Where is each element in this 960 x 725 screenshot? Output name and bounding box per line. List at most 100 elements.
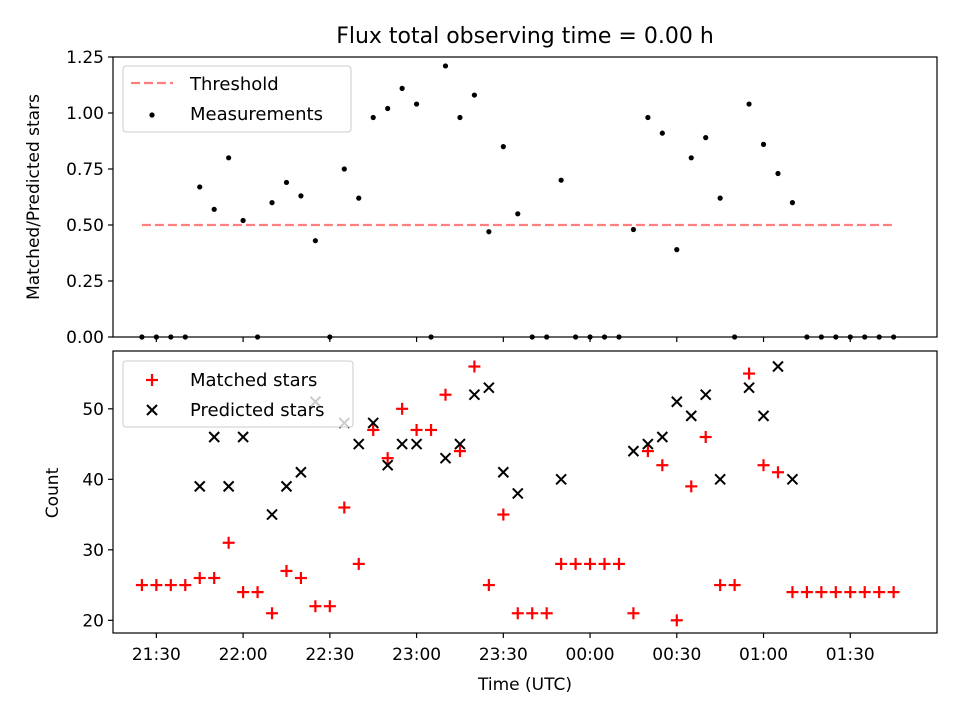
matched-star-point [670, 614, 683, 627]
matched-star-point [526, 607, 539, 620]
matched-star-point [468, 360, 481, 373]
threshold-legend-label: Threshold [189, 74, 279, 95]
matched-star-point [699, 431, 712, 444]
predicted-star-point [714, 473, 726, 486]
matched-star-point [627, 607, 640, 620]
predicted-star-point [656, 431, 669, 443]
count-x-ticks: 21:30 22:00 22:30 23:00 23:30 00:00 00:30 01:00… [132, 633, 875, 665]
ratio-y-tick-label: 0.50 [66, 216, 104, 236]
matched-star-point [135, 579, 148, 592]
measurement-point [298, 193, 304, 199]
measurement-point [630, 226, 637, 233]
predicted-star-point [483, 381, 495, 394]
x-tick-label: 00:00 [566, 645, 615, 665]
measurement-point [356, 195, 362, 201]
count-y-tick-label: 40 [82, 470, 104, 490]
predicted-star-point [266, 508, 278, 521]
matched-star-point [410, 423, 423, 436]
matched-star-point [425, 423, 438, 436]
measurement-point [500, 144, 506, 150]
predicted-star-point [468, 389, 481, 401]
ratio-y-tick-label: 0.25 [66, 272, 104, 292]
x-tick-label: 01:00 [739, 645, 788, 665]
measurement-point [399, 85, 405, 91]
matched-star-point [612, 557, 625, 570]
matched-star-point [771, 466, 784, 479]
measurement-point [760, 141, 767, 147]
matched-legend-swatch [146, 374, 158, 386]
measurement-point [645, 114, 651, 121]
count-plot-frame [112, 350, 938, 634]
matched-star-point [179, 579, 192, 592]
measurement-point [471, 92, 478, 98]
predicted-star-point [757, 410, 770, 422]
ratio-y-tick-label: 1.25 [66, 48, 104, 68]
matched-star-point [685, 480, 698, 493]
predicted-legend-label: Predicted stars [190, 400, 324, 421]
predicted-star-point [280, 480, 293, 493]
predicted-star-point [396, 438, 408, 450]
matched-star-point [641, 445, 654, 458]
measurement-point [226, 155, 232, 161]
measurement-point [413, 101, 420, 107]
matched-star-point [323, 600, 336, 613]
measurement-point [717, 195, 723, 201]
x-tick-label: 01:30 [826, 645, 875, 665]
predicted-star-point [222, 480, 235, 493]
x-tick-label: 23:00 [392, 645, 441, 665]
ratio-plot-frame [112, 56, 938, 338]
x-tick-label: 22:00 [219, 645, 268, 665]
matched-star-point [598, 557, 611, 570]
predicted-star-point [642, 438, 654, 450]
matched-star-point [511, 607, 524, 620]
predicted-legend-swatch [146, 404, 158, 416]
matched-star-point [858, 586, 871, 599]
matched-star-point [800, 586, 813, 599]
measurement-point [486, 229, 492, 235]
matched-star-point [381, 452, 394, 465]
ratio-y-tick-label: 0.75 [66, 160, 104, 180]
measurement-point [269, 200, 275, 206]
count-points [135, 360, 900, 627]
predicted-star-point [454, 438, 466, 450]
predicted-star-point [555, 473, 567, 486]
measurement-point [385, 105, 391, 112]
measurement-point [457, 114, 463, 121]
measurement-point [659, 130, 665, 136]
predicted-star-point [381, 459, 394, 471]
matched-star-point [338, 501, 351, 514]
matched-star-point [237, 586, 250, 599]
count-panel: Count Time (UTC) 20 30 40 50 21:30 22:00 22:3… [43, 350, 938, 695]
ratio-panel: Flux total observing time = 0.00 h Match… [24, 24, 938, 348]
predicted-star-point [497, 466, 510, 478]
predicted-star-point [743, 381, 755, 394]
matched-star-point [728, 579, 741, 592]
matched-star-point [309, 600, 322, 613]
measurement-point [688, 155, 694, 161]
ratio-legend: Threshold Measurements [122, 65, 352, 133]
matched-star-point [280, 564, 293, 577]
measurements-legend-label: Measurements [190, 104, 323, 125]
matched-star-point [743, 367, 756, 380]
predicted-star-point [685, 410, 697, 422]
measurement-point [370, 114, 376, 121]
predicted-star-point [627, 445, 640, 457]
matched-star-point [497, 508, 510, 521]
predicted-star-point [208, 431, 220, 443]
measurement-point [703, 135, 709, 141]
matched-star-point [251, 586, 264, 599]
measurement-point [515, 211, 521, 217]
measurement-point [674, 247, 680, 253]
measurement-point [197, 184, 203, 190]
count-y-tick-label: 30 [82, 541, 104, 561]
predicted-star-point [237, 431, 249, 443]
predicted-star-point [353, 438, 365, 450]
measurement-point [240, 217, 246, 224]
matched-star-point [453, 445, 466, 458]
measurement-point [312, 238, 318, 244]
x-tick-label: 21:30 [132, 645, 181, 665]
matched-star-point [757, 459, 770, 472]
ratio-legend-box [122, 65, 352, 133]
count-legend-box [122, 360, 354, 428]
x-tick-label: 22:30 [305, 645, 354, 665]
